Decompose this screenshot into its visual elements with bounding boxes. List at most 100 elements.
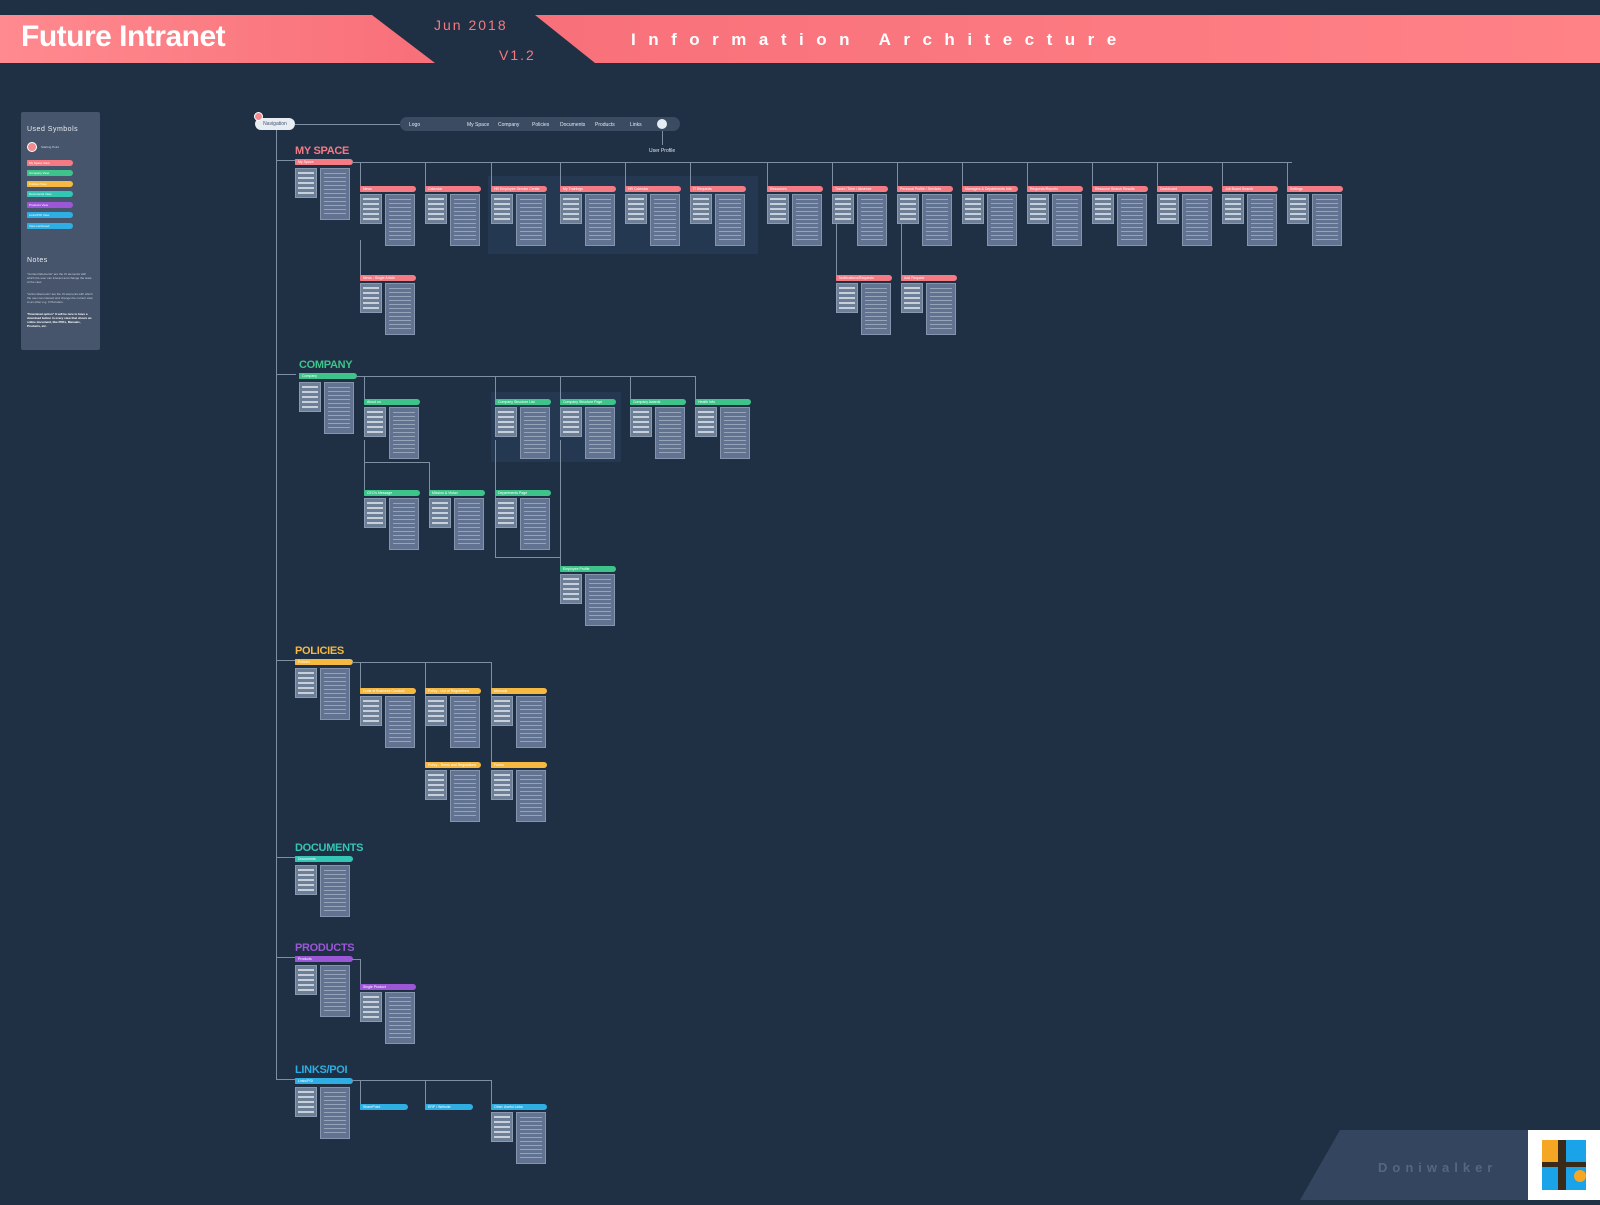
nav-item-documents[interactable]: Documents [560,122,586,128]
links-page-card [491,1102,547,1164]
company-page-tag[interactable]: Company Structure List [495,399,551,405]
company-page-card [560,397,616,459]
header-left-banner [0,15,435,63]
my-space-page-tag[interactable]: Calendar [425,186,481,192]
company-page-tag[interactable]: Company Structure Page [560,399,616,405]
company-page-tag[interactable]: About us [364,399,420,405]
documents-root-tag[interactable]: Documents [295,856,353,862]
my-space-connector [560,162,561,186]
company-page-tag[interactable]: Mission & Vision [429,490,485,496]
legend-chip-continued: View continued [27,223,73,229]
section-title-products: PRODUCTS [295,942,355,954]
user-profile-label: User Profile [649,148,676,154]
my-space-page-card [1222,184,1278,246]
branch-my-space [276,160,296,161]
main-spine [276,130,277,1080]
my-space-page-tag[interactable]: News [360,186,416,192]
branch-documents [276,857,296,858]
products-connector [360,959,361,984]
my-space-connector [1092,162,1093,186]
my-space-page-card [560,184,616,246]
company-page-tag[interactable]: CEO's Message [364,490,420,496]
my-space-page-tag[interactable]: Job Board Search [1222,186,1278,192]
my-space-connector [897,162,898,186]
legend-note-2: "Action Elements" are the UI elements wi… [27,292,93,304]
my-space-connector [690,162,691,186]
nav-item-my-space[interactable]: My Space [467,122,490,128]
my-space-page-tag[interactable]: Personal Profile / Services [897,186,953,192]
my-space-page-tag[interactable]: Dashboard [1157,186,1213,192]
legend-chip-my-space: My Space View [27,160,73,166]
policies-page-tag[interactable]: Code of Business Conduct [360,688,416,694]
footer-banner [1300,1130,1530,1200]
my-space-page-tag[interactable]: Add Request [901,275,957,281]
policies-page-card [425,760,481,822]
my-space-page-tag[interactable]: My Trainings [560,186,616,192]
user-avatar-icon[interactable] [657,119,667,129]
legend-title: Used Symbols [27,126,79,133]
policies-page-tag[interactable]: Forms [491,762,547,768]
policies-page-card [425,686,481,748]
navigation-node[interactable]: Navigation [255,118,295,130]
company-root-card [299,372,355,434]
my-space-page-tag[interactable]: Requests/Reports [1027,186,1083,192]
footer-brand: Doniwalker [1378,1160,1498,1175]
policies-root-card [295,658,351,720]
company-page-tag[interactable]: Company Awards [630,399,686,405]
nav-connector [295,124,400,125]
nav-item-logo[interactable]: Logo [409,122,421,128]
nav-item-policies[interactable]: Policies [532,122,550,128]
links-connector [360,1080,361,1104]
company-page-tag[interactable]: Departments Page [495,490,551,496]
my-space-page-card [360,273,416,335]
company-page-tag[interactable]: Health Info [695,399,751,405]
starting-point-icon [254,112,263,121]
policies-page-tag[interactable]: Policy - Terms and Regulations [425,762,481,768]
policies-page-tag[interactable]: Manuals [491,688,547,694]
policies-root-tag[interactable]: Policies [295,659,353,665]
policies-page-card [360,686,416,748]
my-space-page-tag[interactable]: Travel / Time / Absence [832,186,888,192]
company-page-tag[interactable]: Employee Profile [560,566,616,572]
company-page-card [364,488,420,550]
policies-page-card [491,760,547,822]
my-space-page-tag[interactable]: Managers & Departments Info [962,186,1018,192]
company-root-tag[interactable]: Company [299,373,357,379]
my-space-page-tag[interactable]: HR Employee Service Center [491,186,547,192]
my-space-page-card [1092,184,1148,246]
brand-logo-icon [1528,1130,1600,1200]
company-connector [695,376,696,399]
section-title-documents: DOCUMENTS [295,842,364,854]
nav-item-company[interactable]: Company [498,122,520,128]
links-connector [491,1080,492,1104]
my-space-connector [767,162,768,186]
nav-item-products[interactable]: Products [595,122,615,128]
my-space-page-tag[interactable]: Resources [767,186,823,192]
legend-chip-links: Links/POI View [27,212,73,218]
branch-products [276,957,296,958]
my-space-hline [352,162,1292,163]
products-page-tag[interactable]: Single Product [360,984,416,990]
legend-notes-title: Notes [27,257,48,264]
my-space-page-card [491,184,547,246]
links-root-tag[interactable]: Links/POI [295,1078,353,1084]
links-page-tag[interactable]: Other Useful Links [491,1104,547,1110]
my-space-page-tag[interactable]: Settings [1287,186,1343,192]
my-space-page-tag[interactable]: News - Single Article [360,275,416,281]
about-sub-hline [364,462,429,463]
links-page-tag[interactable]: SharePoint [360,1104,408,1110]
nav-item-links[interactable]: Links [630,122,642,128]
my-space-page-tag[interactable]: HR Calendar [625,186,681,192]
policies-page-tag[interactable]: Policy - List of Regulations [425,688,481,694]
my-space-page-card [425,184,481,246]
my-space-root-tag[interactable]: My Space [295,159,353,165]
my-space-page-tag[interactable]: Resource Search Results [1092,186,1148,192]
links-page-tag[interactable]: ERP / Website [425,1104,473,1110]
my-space-page-tag[interactable]: IT Requests [690,186,746,192]
my-space-page-card [832,184,888,246]
my-space-page-tag[interactable]: Notifications/Requests [836,275,892,281]
links-connector [425,1080,426,1104]
products-root-tag[interactable]: Products [295,956,353,962]
header-date: Jun 2018 [434,17,508,33]
company-page-card [429,488,485,550]
